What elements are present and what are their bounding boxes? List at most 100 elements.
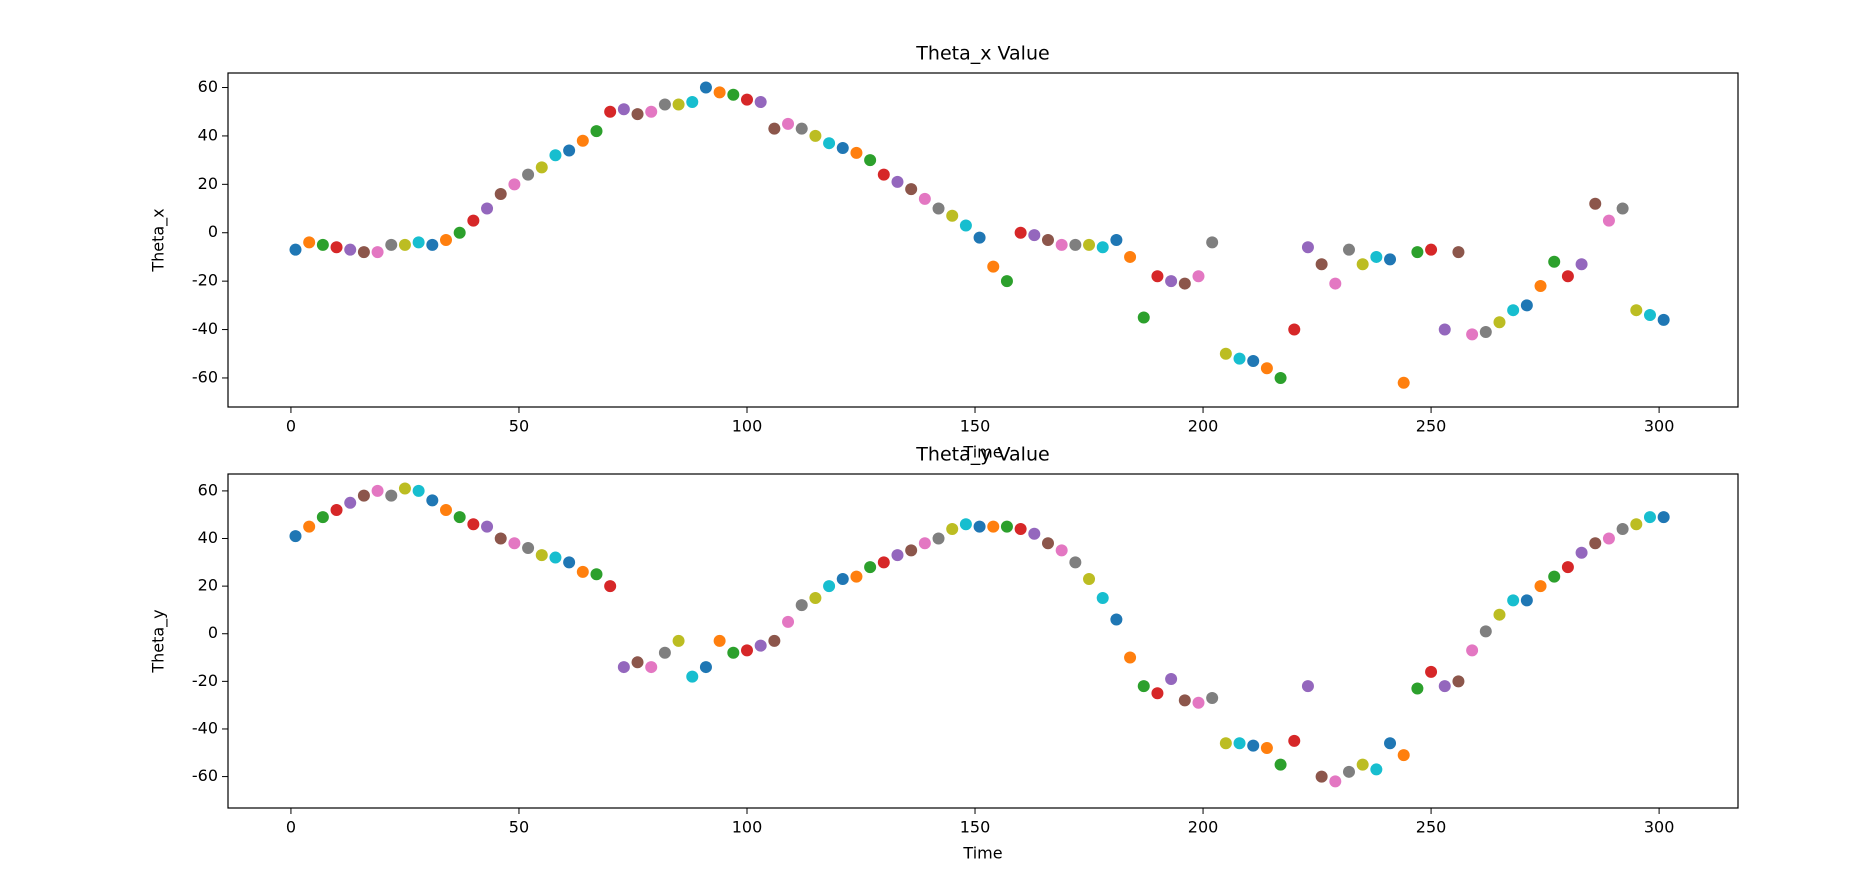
point [918,192,931,205]
x-tick-label: 250 [1416,818,1447,837]
point [576,134,589,147]
point [439,503,452,516]
point [344,496,357,509]
point [1288,734,1301,747]
point [1192,270,1205,283]
x-tick-label: 300 [1644,818,1675,837]
point [398,238,411,251]
point [1397,749,1410,762]
point [1589,197,1602,210]
point [891,549,904,562]
point [549,149,562,162]
point [467,518,480,531]
point [481,520,494,533]
point [1124,651,1137,664]
point [398,482,411,495]
x-tick-label: 50 [509,417,529,436]
point [1055,238,1068,251]
point [1466,328,1479,341]
point [795,599,808,612]
point [973,520,986,533]
point [699,661,712,674]
point [316,238,329,251]
y-tick-label: 60 [198,77,218,96]
point [1630,304,1643,317]
point [1589,537,1602,550]
x-tick-label: 0 [286,417,296,436]
x-tick-label: 0 [286,818,296,837]
point [316,511,329,524]
point [864,154,877,167]
point [782,117,795,130]
point [1041,537,1054,550]
point [713,86,726,99]
point [1452,246,1465,259]
point [357,489,370,502]
x-axis-label: Time [962,844,1002,863]
point [740,644,753,657]
point [1643,309,1656,322]
point [1643,511,1656,524]
y-tick-label: 60 [198,480,218,499]
point [836,142,849,155]
point [1534,279,1547,292]
point [1411,682,1424,695]
x-tick-label: 150 [960,417,991,436]
point [686,96,699,109]
point [481,202,494,215]
y-tick-label: -20 [192,271,218,290]
point [1493,608,1506,621]
point [508,537,521,550]
point [1657,313,1670,326]
point [1425,665,1438,678]
x-tick-label: 250 [1416,417,1447,436]
point [1137,680,1150,693]
x-tick-label: 150 [960,818,991,837]
point [1616,522,1629,535]
subplot-title: Theta_y Value [915,444,1049,466]
point [645,661,658,674]
point [330,241,343,254]
point [1575,546,1588,559]
y-tick-label: -60 [192,766,218,785]
point [658,646,671,659]
point [1370,763,1383,776]
point [1055,544,1068,557]
point [563,556,576,569]
point [1274,758,1287,771]
point [604,580,617,593]
x-tick-label: 300 [1644,417,1675,436]
point [1520,594,1533,607]
point [713,634,726,647]
x-axis-label: Time [962,443,1002,462]
point [289,243,302,256]
point [987,260,1000,273]
point [809,129,822,142]
x-tick-label: 50 [509,818,529,837]
point [1657,511,1670,524]
point [1329,277,1342,290]
point [1452,675,1465,688]
x-tick-label: 100 [732,417,763,436]
point [877,556,890,569]
point [1425,243,1438,256]
point [1356,258,1369,271]
point [439,234,452,246]
point [699,81,712,94]
point [522,168,535,181]
point [645,105,658,118]
point [1479,625,1492,638]
plot-frame [227,473,1739,809]
point [658,98,671,111]
point [1178,277,1191,290]
point [1028,527,1041,540]
point [1247,739,1260,752]
point [850,570,863,583]
point [959,219,972,232]
point [727,646,740,659]
point [522,542,535,555]
subplot-title: Theta_x Value [915,43,1049,65]
point [686,670,699,683]
